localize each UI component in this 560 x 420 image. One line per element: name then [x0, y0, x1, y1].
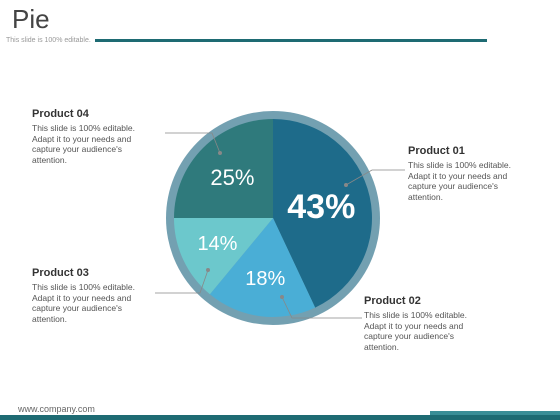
- leader-line-product-02: [281, 296, 362, 319]
- leader-line-product-04: [165, 132, 221, 154]
- pie-slice-product-04: [174, 119, 273, 218]
- legend-product-03: Product 03 This slide is 100% editable. …: [32, 267, 182, 324]
- pie-slice-product-01: [273, 119, 372, 308]
- leader-line-product-03: [155, 269, 209, 294]
- leader-dot-product-04: [218, 151, 222, 155]
- legend-product-04-name: Product 04: [32, 108, 89, 120]
- slide-title: Pie: [12, 4, 50, 34]
- legend-product-03-desc: This slide is 100% editable. Adapt it to…: [32, 282, 136, 324]
- legend-product-02-name: Product 02: [364, 295, 421, 307]
- legend-product-01: Product 01 This slide is 100% editable. …: [408, 145, 558, 202]
- legend-product-02: Product 02 This slide is 100% editable. …: [364, 295, 514, 352]
- leader-dot-product-03: [206, 268, 210, 272]
- pie-label-product-01: 43%: [287, 188, 355, 226]
- leader-dot-product-01: [344, 183, 348, 187]
- pie-label-product-02: 18%: [245, 268, 285, 290]
- slide-subtitle: This slide is 100% editable.: [6, 37, 91, 44]
- legend-product-04-desc: This slide is 100% editable. Adapt it to…: [32, 123, 136, 165]
- legend-product-02-desc: This slide is 100% editable. Adapt it to…: [364, 310, 468, 352]
- leader-line-product-01: [345, 169, 405, 186]
- pie-slice-product-02: [209, 218, 316, 318]
- footer-accent-bar: [430, 411, 560, 415]
- title-rule: [95, 39, 487, 42]
- pie-slice-product-03: [174, 218, 273, 295]
- leader-dot-product-02: [280, 295, 284, 299]
- footer-url: www.company.com: [18, 404, 95, 414]
- pie-label-product-03: 14%: [197, 233, 237, 255]
- legend-product-04: Product 04 This slide is 100% editable. …: [32, 108, 182, 165]
- legend-product-01-name: Product 01: [408, 145, 465, 157]
- pie-label-product-04: 25%: [210, 165, 254, 190]
- legend-product-03-name: Product 03: [32, 267, 89, 279]
- footer-bar: [0, 415, 560, 420]
- legend-product-01-desc: This slide is 100% editable. Adapt it to…: [408, 160, 512, 202]
